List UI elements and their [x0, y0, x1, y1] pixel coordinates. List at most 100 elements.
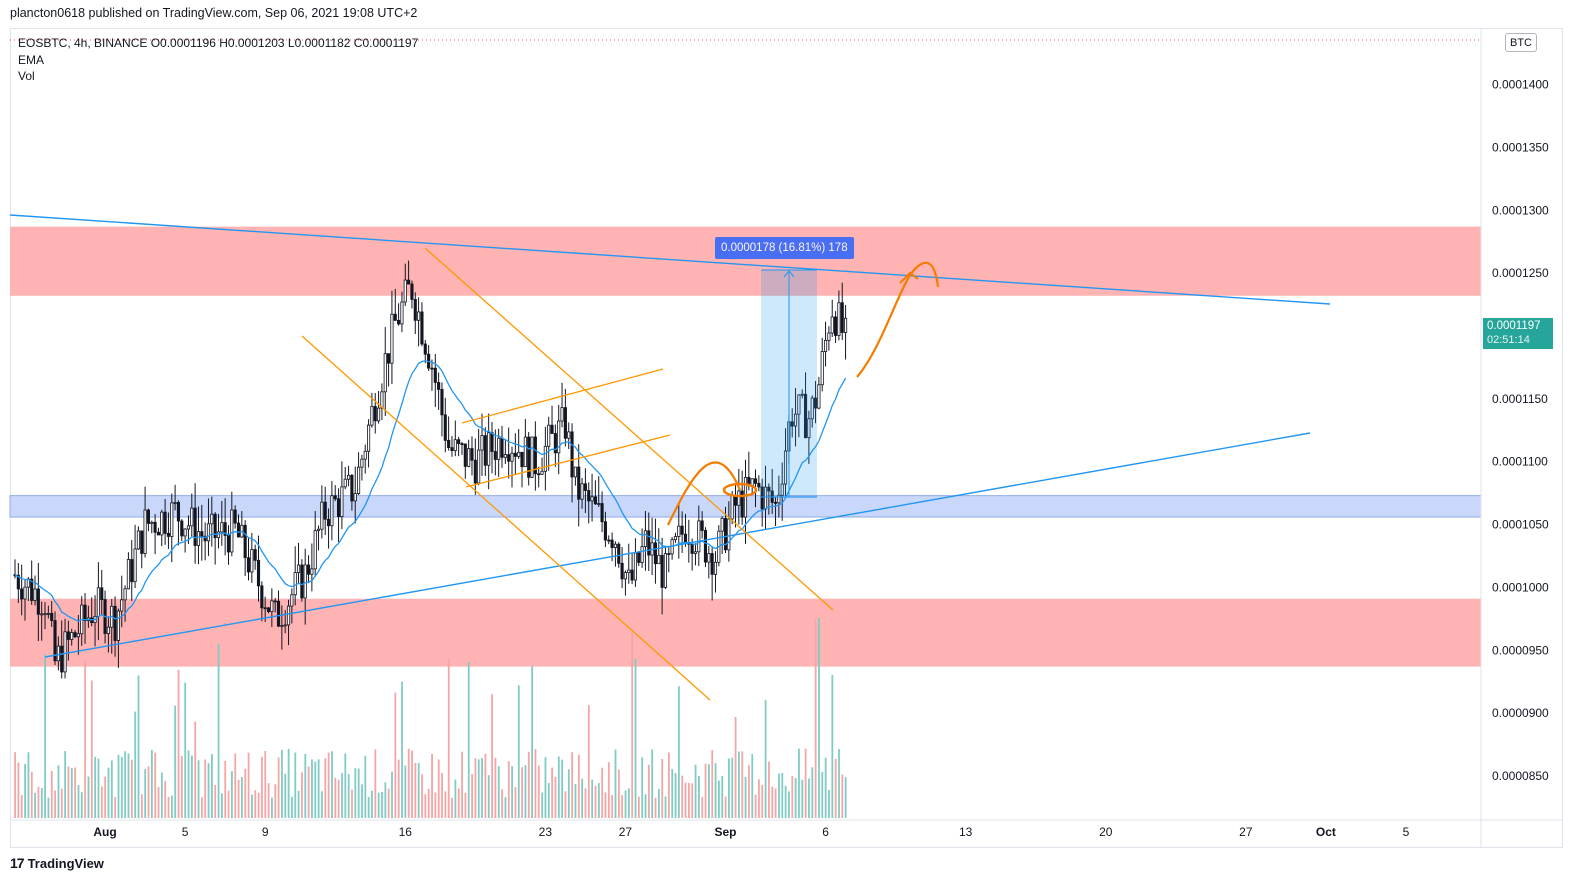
candle[interactable]: [623, 570, 627, 596]
candle[interactable]: [637, 551, 641, 566]
symbol-ohlc[interactable]: EOSBTC, 4h, BINANCE O0.0001196 H0.000120…: [18, 36, 419, 50]
candle[interactable]: [693, 543, 698, 566]
candle[interactable]: [357, 452, 361, 496]
candle[interactable]: [520, 451, 524, 488]
candle[interactable]: [550, 405, 554, 434]
candle[interactable]: [463, 443, 467, 479]
candle[interactable]: [36, 562, 40, 642]
candle[interactable]: [447, 416, 451, 451]
candle[interactable]: [590, 473, 594, 522]
candle[interactable]: [507, 427, 511, 479]
candle[interactable]: [33, 575, 37, 606]
candle[interactable]: [570, 423, 574, 503]
candle[interactable]: [223, 498, 227, 556]
candle[interactable]: [330, 481, 334, 541]
candle[interactable]: [190, 493, 194, 538]
candle[interactable]: [473, 438, 477, 495]
measure-label[interactable]: 0.0000178 (16.81%) 178: [715, 237, 854, 259]
candle[interactable]: [273, 597, 277, 613]
candle[interactable]: [673, 532, 678, 543]
candle[interactable]: [670, 536, 674, 560]
candle[interactable]: [353, 466, 357, 524]
candle[interactable]: [430, 359, 434, 391]
candle[interactable]: [527, 432, 531, 486]
candle[interactable]: [523, 419, 527, 468]
descending-trendline[interactable]: [9, 214, 1331, 305]
candle[interactable]: [30, 560, 34, 605]
candle[interactable]: [70, 628, 74, 646]
flag-lower-line[interactable]: [465, 434, 671, 488]
candle[interactable]: [420, 302, 424, 347]
currency-badge[interactable]: BTC: [1505, 33, 1537, 52]
candle[interactable]: [306, 555, 311, 584]
candle[interactable]: [300, 559, 304, 602]
candle[interactable]: [256, 535, 261, 602]
candle[interactable]: [587, 482, 591, 524]
candle[interactable]: [540, 457, 544, 476]
channel-lower-line[interactable]: [301, 335, 711, 701]
candle[interactable]: [60, 620, 64, 679]
candle[interactable]: [593, 480, 597, 505]
indicator-ema-label[interactable]: EMA: [18, 52, 45, 67]
candle[interactable]: [340, 461, 344, 530]
candle[interactable]: [543, 426, 547, 491]
candle[interactable]: [143, 486, 147, 558]
candle[interactable]: [767, 483, 771, 515]
candle[interactable]: [830, 299, 834, 337]
candle[interactable]: [820, 337, 824, 392]
candle[interactable]: [433, 353, 437, 408]
candle[interactable]: [180, 519, 184, 542]
candle[interactable]: [844, 305, 848, 360]
candle[interactable]: [700, 511, 704, 539]
candle[interactable]: [500, 425, 504, 468]
candle[interactable]: [360, 454, 364, 481]
candle[interactable]: [276, 590, 281, 628]
candle[interactable]: [713, 551, 718, 593]
candle[interactable]: [326, 508, 331, 549]
candle[interactable]: [533, 421, 537, 491]
indicator-vol-label[interactable]: Vol: [18, 69, 35, 83]
candle[interactable]: [397, 303, 401, 326]
candle[interactable]: [657, 528, 661, 565]
candle[interactable]: [253, 544, 257, 570]
candle[interactable]: [73, 630, 77, 639]
candle[interactable]: [323, 486, 327, 535]
candle[interactable]: [720, 516, 724, 555]
candle[interactable]: [123, 585, 127, 622]
candle[interactable]: [203, 522, 207, 561]
candle[interactable]: [807, 410, 811, 464]
candle[interactable]: [703, 527, 708, 568]
candle[interactable]: [757, 475, 761, 492]
candle[interactable]: [50, 601, 54, 627]
channel-upper-line[interactable]: [424, 247, 834, 611]
candle[interactable]: [230, 491, 234, 557]
candle[interactable]: [427, 345, 431, 371]
candle[interactable]: [800, 389, 804, 399]
candle[interactable]: [817, 376, 821, 410]
candle[interactable]: [63, 618, 67, 679]
candle[interactable]: [480, 413, 484, 476]
candle[interactable]: [743, 459, 748, 544]
candle[interactable]: [563, 388, 567, 447]
candle[interactable]: [537, 466, 541, 488]
candle[interactable]: [470, 436, 474, 476]
candle[interactable]: [367, 419, 371, 468]
candle[interactable]: [567, 422, 571, 450]
candle[interactable]: [126, 552, 130, 590]
candle[interactable]: [23, 579, 27, 621]
candle[interactable]: [680, 511, 684, 553]
candle[interactable]: [363, 444, 367, 474]
candle[interactable]: [246, 537, 251, 581]
candle[interactable]: [336, 488, 341, 543]
candle[interactable]: [783, 428, 788, 496]
candle[interactable]: [296, 542, 301, 584]
candle[interactable]: [210, 496, 214, 547]
candle[interactable]: [16, 563, 20, 603]
candle[interactable]: [417, 297, 421, 347]
candle[interactable]: [547, 416, 551, 471]
candle[interactable]: [437, 372, 441, 410]
candle[interactable]: [633, 538, 637, 587]
candle[interactable]: [710, 547, 714, 601]
candle[interactable]: [443, 397, 447, 453]
